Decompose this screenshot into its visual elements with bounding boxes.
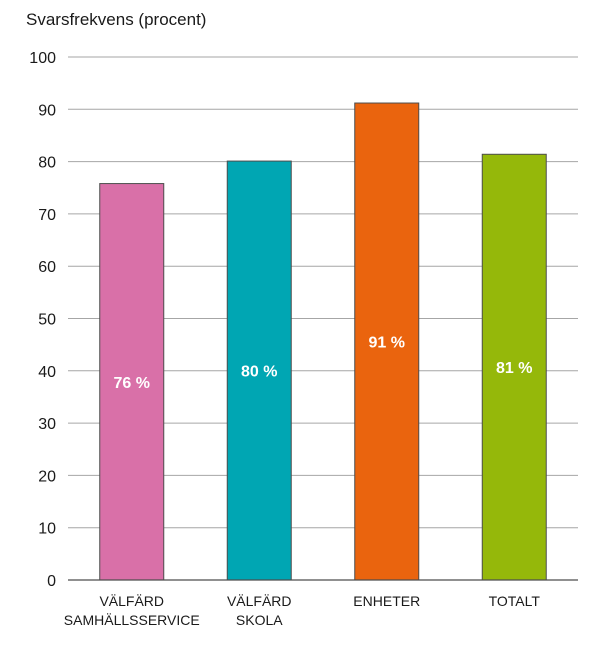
data-label: 81 % [496,360,532,377]
category-label: VÄLFÄRD SAMHÄLLSSERVICE [64,593,200,628]
y-tick-label: 70 [38,207,56,224]
y-tick-label: 0 [47,573,56,590]
y-tick-label: 10 [38,521,56,538]
bar [99,183,165,581]
data-label: 76 % [114,375,150,392]
data-labels: 76 % 80 % 91 % 81 % [114,335,533,392]
y-tick-label: 60 [38,259,56,276]
category-label: ENHETER [353,593,420,609]
y-tick-labels: 0 10 20 30 40 50 60 70 80 90 100 [29,50,56,590]
y-tick-label: 50 [38,312,56,329]
y-tick-label: 30 [38,416,56,433]
category-label: VÄLFÄRD SKOLA [227,593,292,628]
x-category-labels: VÄLFÄRD SAMHÄLLSSERVICE VÄLFÄRD SKOLA ENHETE… [64,593,541,628]
data-label: 80 % [241,364,277,381]
y-tick-label: 20 [38,468,56,485]
y-tick-label: 40 [38,364,56,381]
bar [481,153,547,581]
y-tick-label: 90 [38,102,56,119]
category-label: TOTALT [489,593,541,609]
bar [226,160,292,581]
y-tick-label: 80 [38,155,56,172]
y-axis-label: Svarsfrekvens (procent) [26,10,206,29]
bars [99,102,547,581]
y-tick-label: 100 [29,50,56,67]
data-label: 91 % [369,335,405,352]
